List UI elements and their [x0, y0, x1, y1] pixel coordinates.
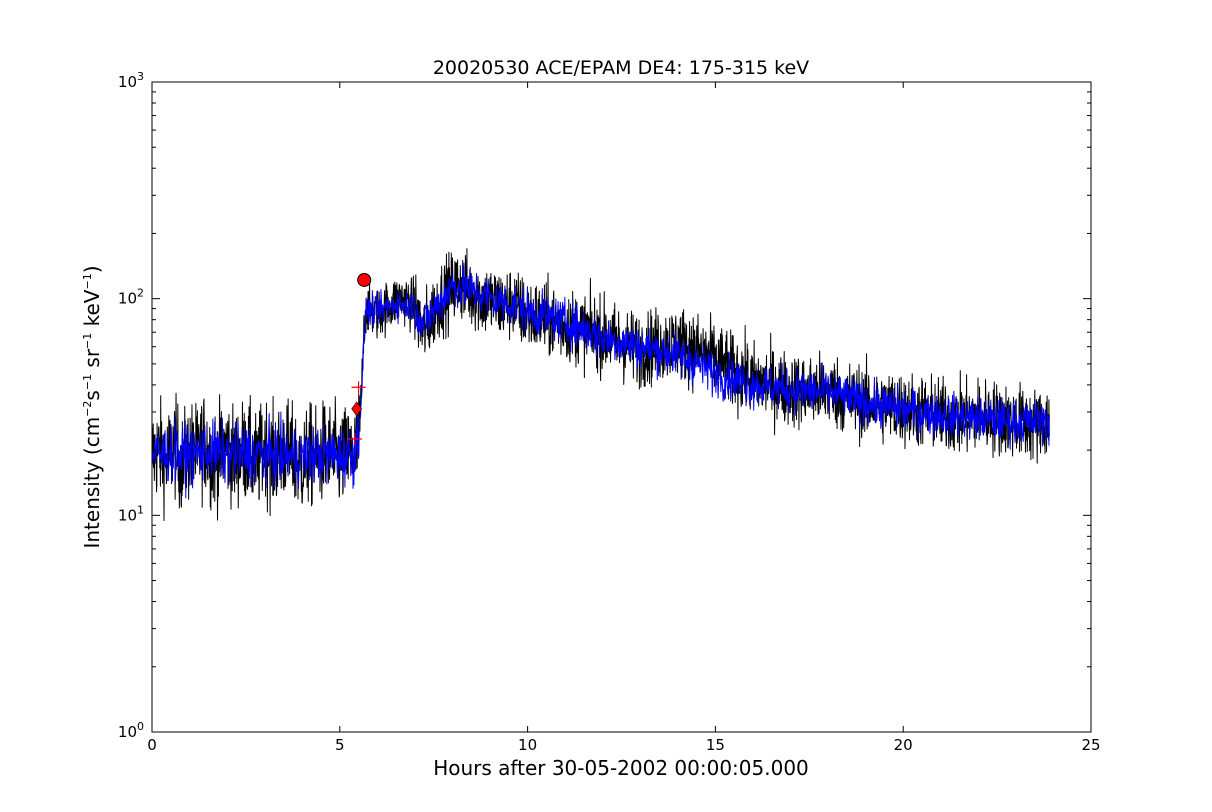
x-tick-label: 10 [518, 736, 537, 754]
x-tick-label: 20 [894, 736, 913, 754]
series-line-smoothed [151, 262, 1050, 499]
chart-title: 20020530 ACE/EPAM DE4: 175-315 keV [433, 57, 809, 79]
x-tick-label: 0 [147, 736, 157, 754]
x-tick-label: 25 [1081, 736, 1100, 754]
x-tick-label: 15 [706, 736, 725, 754]
y-tick-label: 100 [118, 720, 144, 741]
y-axis-title: Intensity (cm−2s−1 sr−1 keV−1) [80, 265, 104, 548]
x-axis: 0 5 10 15 20 25 [147, 82, 1101, 754]
x-axis-title: Hours after 30-05-2002 00:00:05.000 [433, 756, 809, 780]
marker-diamond-1 [351, 401, 363, 417]
marker-plus-3 [347, 433, 362, 446]
y-tick-label: 102 [118, 287, 144, 308]
y-tick-label: 103 [118, 70, 144, 91]
y-tick-label: 101 [118, 503, 144, 524]
y-axis: 100 101 102 103 [118, 70, 1091, 741]
plot-area [151, 248, 1051, 521]
series-line-raw [151, 248, 1051, 521]
plot-frame [151, 81, 1092, 733]
x-tick-label: 5 [335, 736, 345, 754]
marker-circle-0 [357, 272, 372, 287]
marker-plus-2 [351, 381, 366, 394]
